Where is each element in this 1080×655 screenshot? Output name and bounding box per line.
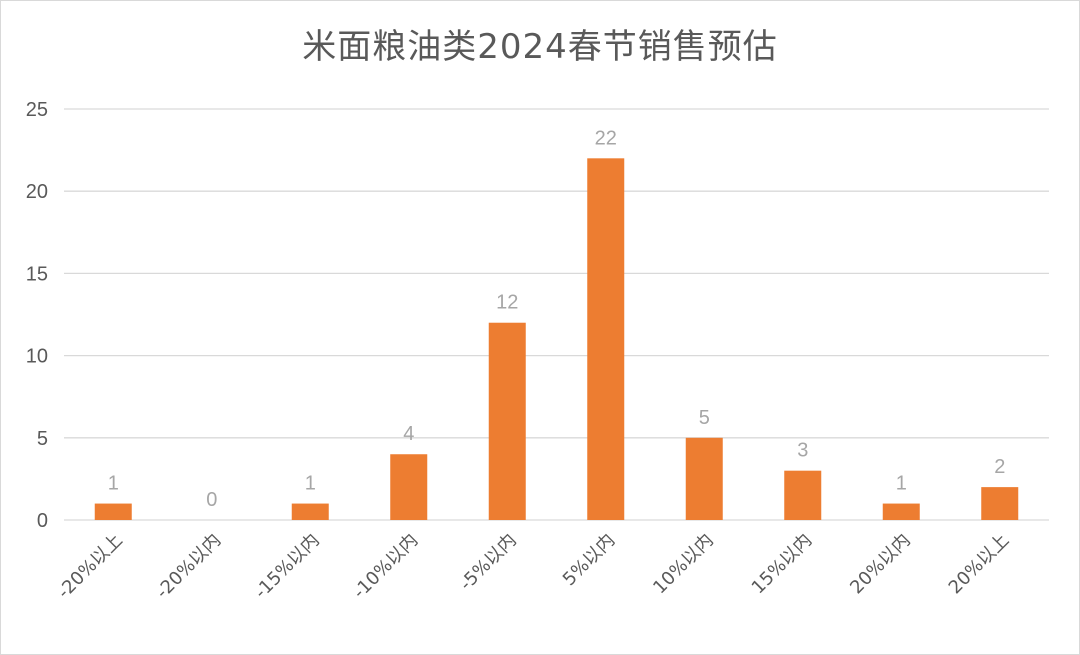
- data-label: 1: [305, 473, 316, 495]
- bar: [94, 503, 132, 520]
- bar: [488, 322, 526, 520]
- data-label: 1: [896, 473, 907, 495]
- chart-title: 米面粮油类2024春节销售预估: [302, 27, 778, 67]
- y-tick-label: 5: [37, 428, 48, 450]
- category-label: 15%以内: [748, 530, 817, 599]
- y-tick-label: 10: [26, 346, 48, 368]
- category-label: -5%以内: [456, 530, 521, 595]
- bar: [685, 437, 723, 520]
- data-label: 2: [994, 456, 1005, 478]
- category-label: 20%以上: [945, 530, 1014, 599]
- data-label: 22: [595, 127, 617, 149]
- data-label: 5: [699, 407, 710, 429]
- y-tick-label: 15: [26, 263, 48, 285]
- bar: [784, 470, 822, 520]
- category-label: -15%以内: [251, 530, 324, 603]
- bar: [981, 487, 1019, 520]
- data-label: 3: [797, 440, 808, 462]
- category-label: -20%以上: [54, 530, 127, 603]
- y-tick-label: 20: [26, 181, 48, 203]
- data-label: 4: [403, 423, 414, 445]
- bar: [587, 158, 625, 520]
- category-label: 20%以内: [846, 530, 915, 599]
- category-label: 10%以内: [649, 530, 718, 599]
- data-label: 1: [108, 473, 119, 495]
- bar: [291, 503, 329, 520]
- category-label: 5%以内: [559, 530, 620, 591]
- data-label: 0: [206, 489, 217, 511]
- bar: [882, 503, 920, 520]
- bar: [390, 454, 428, 520]
- category-label: -10%以内: [349, 530, 422, 603]
- category-label: -20%以内: [152, 530, 225, 603]
- y-tick-label: 0: [37, 510, 48, 532]
- y-tick-label: 25: [26, 99, 48, 121]
- data-label: 12: [496, 292, 518, 314]
